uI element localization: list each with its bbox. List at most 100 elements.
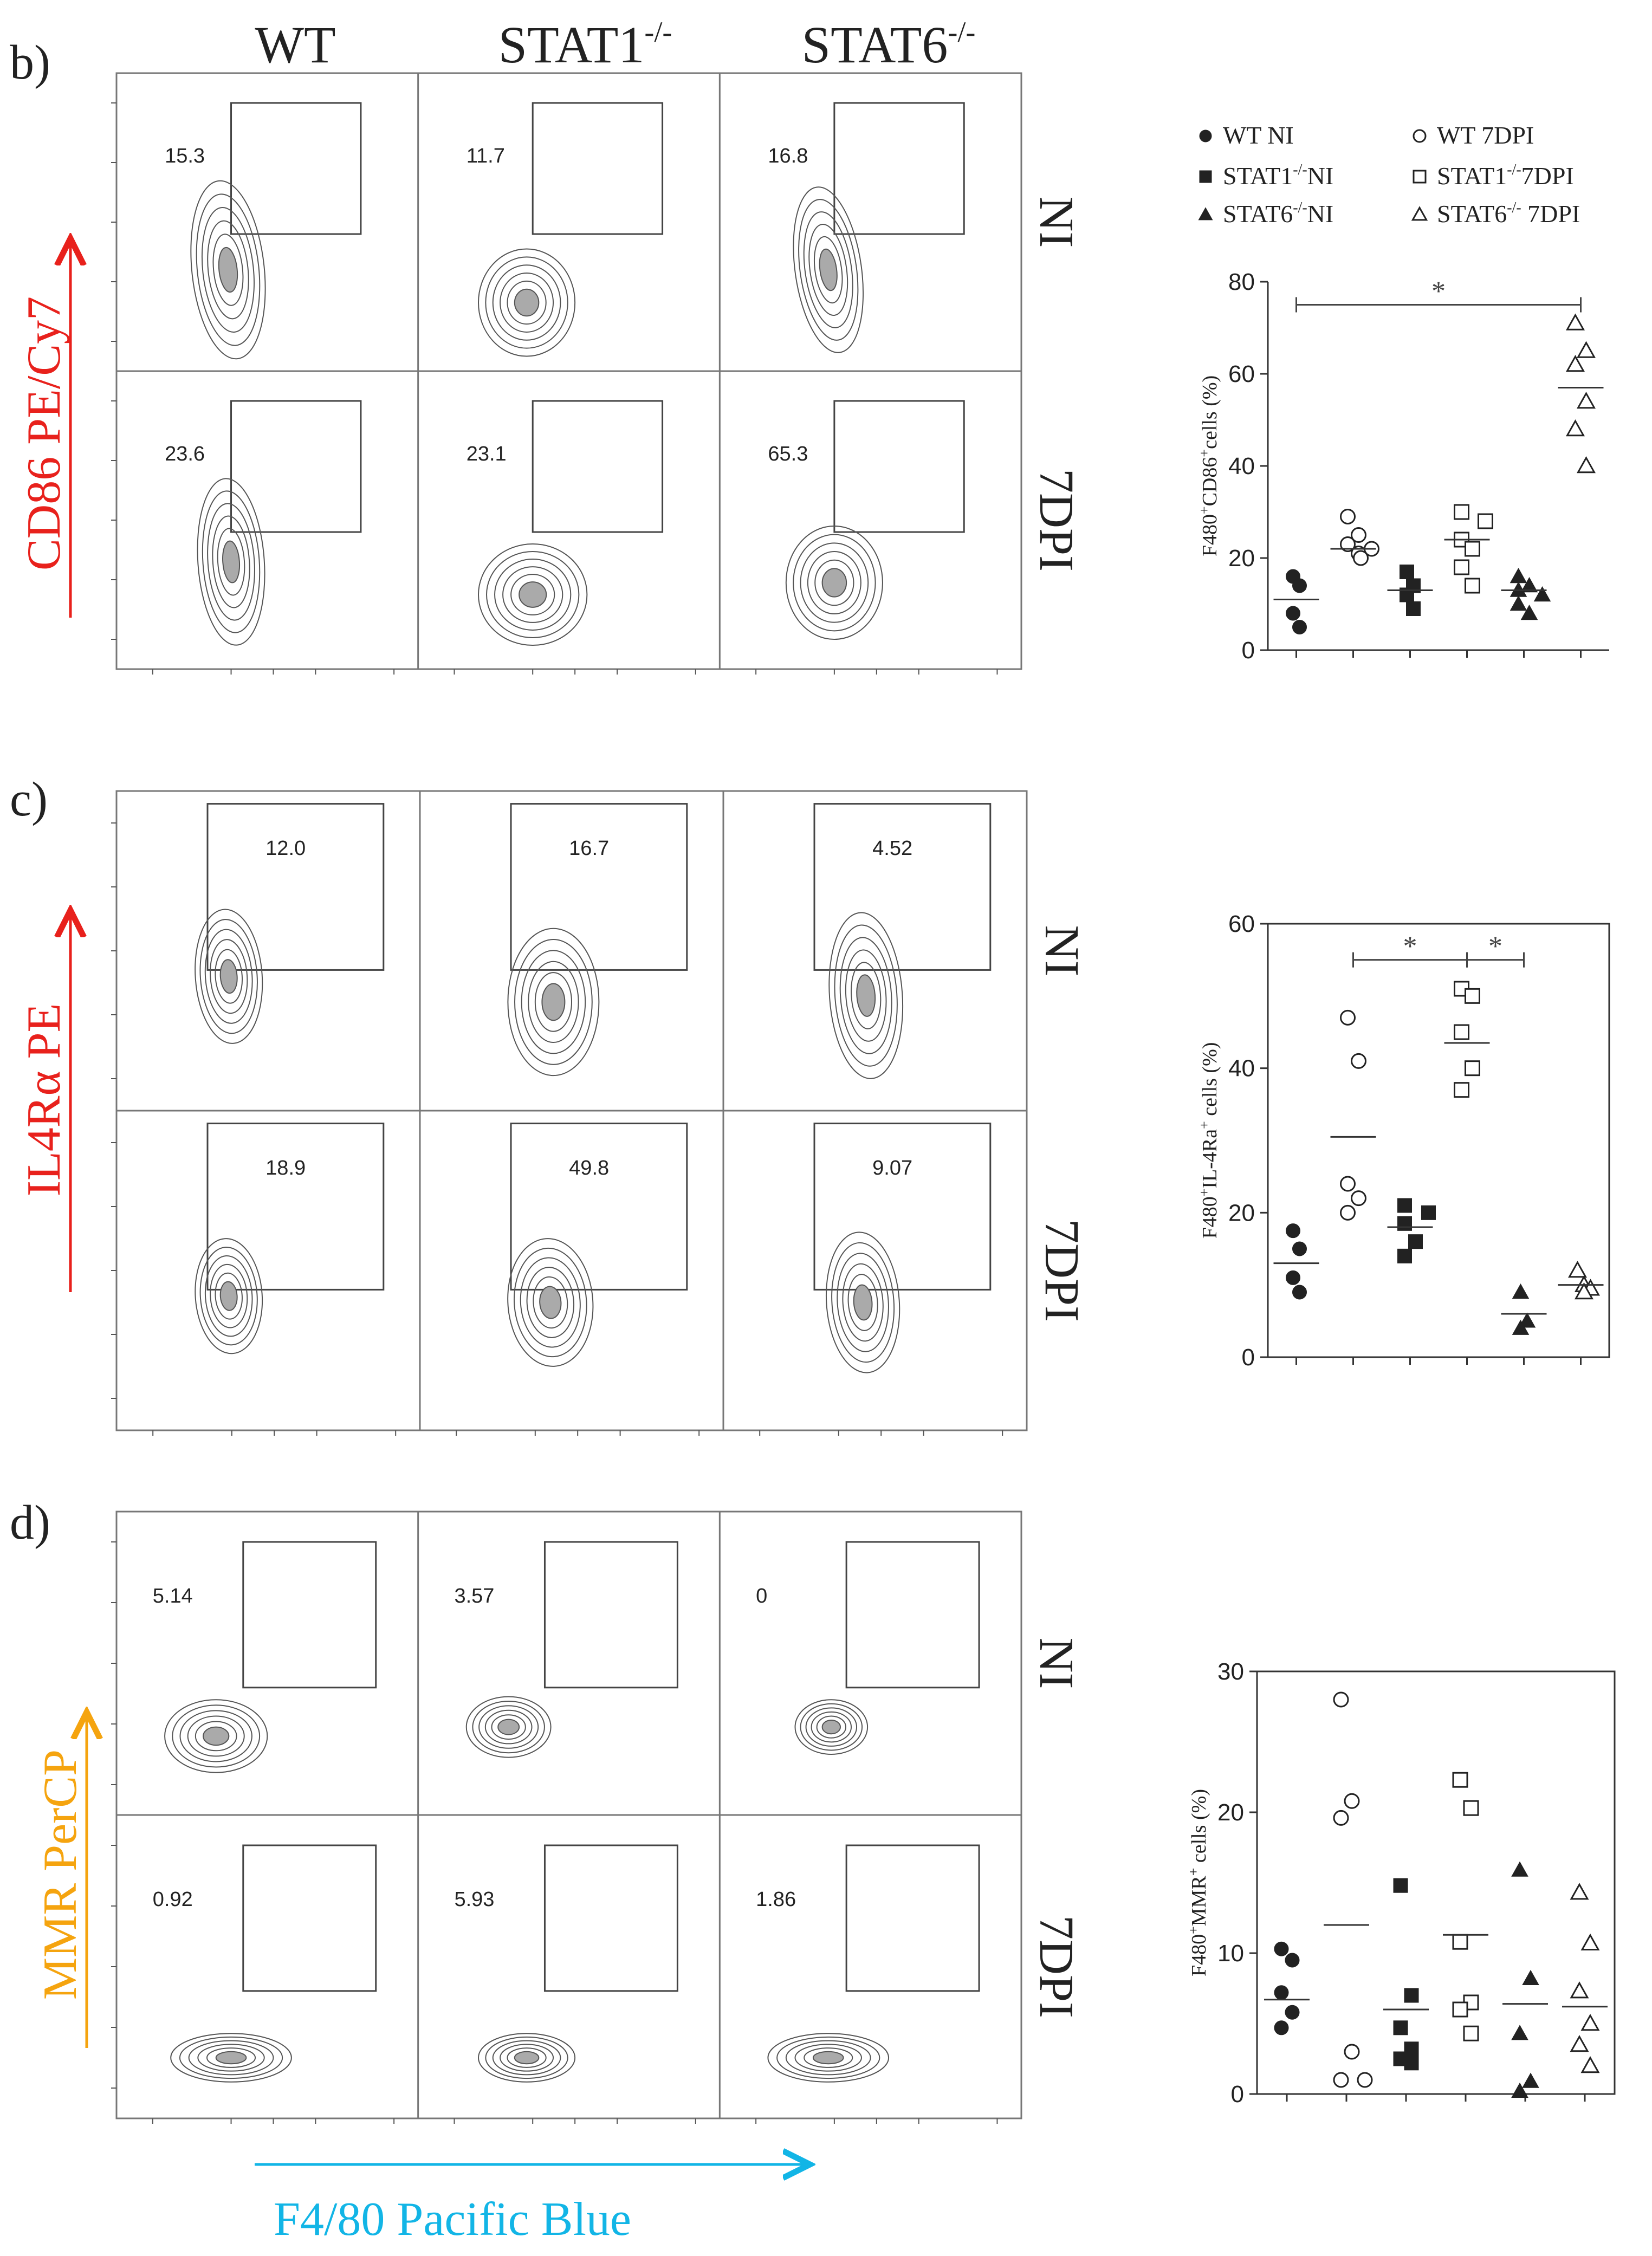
contour-ring (502, 566, 563, 623)
gate-box (813, 1123, 992, 1291)
data-point (1353, 550, 1369, 566)
data-point (1580, 1933, 1600, 1950)
gate-percentage: 3.57 (454, 1585, 494, 1607)
data-point (1567, 1260, 1588, 1278)
data-point (1351, 527, 1366, 543)
legend-marker (1199, 170, 1212, 183)
legend-label: STAT6-/-NI (1223, 199, 1333, 228)
y-axis-label: F480+MMR+ cells (%) (1185, 1789, 1210, 1976)
data-point (1465, 578, 1480, 594)
series-wt-7dpi (1324, 1691, 1373, 2088)
scatter-charts: 0 20 40 60 80 F480+CD86+cells (%) * 0 20 40 60 F480… (1185, 269, 1616, 2108)
flow-plot-7dpi-stat6: 65.3 (768, 400, 965, 640)
y-tick-label: 80 (1228, 269, 1255, 295)
legend-item: STAT1-/-7DPI (1413, 161, 1574, 190)
contour-ring (478, 543, 588, 646)
y-tick-label: 60 (1228, 911, 1255, 937)
flow-plot-ni-wt: 12.0 (195, 803, 385, 1044)
gate-box (230, 102, 362, 235)
data-point (1351, 1053, 1366, 1069)
contour-ring (207, 503, 255, 621)
data-point (1340, 536, 1356, 552)
data-point (1576, 391, 1596, 409)
contour-ring (219, 1281, 238, 1311)
panel-label-b: b) (10, 36, 50, 89)
contour-ring (539, 1286, 562, 1319)
series-stat1-ni (1387, 1198, 1436, 1263)
contour-ring (485, 2036, 568, 2079)
y-tick-label: 0 (1231, 2081, 1244, 2108)
gate-percentage: 0.92 (153, 1888, 193, 1911)
data-point (1286, 606, 1300, 621)
column-header-stat1: STAT1-/- (498, 16, 672, 74)
contour-ring (814, 559, 854, 606)
data-point (1340, 1204, 1356, 1221)
series-wt-ni (1273, 1223, 1319, 1300)
contour-ring (837, 1253, 889, 1352)
contour-ring (793, 534, 876, 632)
contour-ring (767, 2033, 890, 2083)
data-point (1574, 1282, 1594, 1300)
contour-ring (807, 551, 861, 614)
contour-ring (215, 2051, 247, 2065)
data-point (1518, 1312, 1536, 1328)
gate-box (206, 1123, 385, 1291)
flow-plot-ni-stat6: 16.8 (768, 102, 965, 353)
contour-ring (179, 2036, 283, 2079)
gate-percentage: 16.7 (569, 837, 609, 860)
data-point (1512, 1283, 1530, 1299)
contour-ring (794, 1699, 869, 1755)
data-point (1580, 2013, 1600, 2031)
contour-ring (510, 574, 555, 615)
significance-bracket: * (1466, 931, 1525, 968)
series-stat6-7dpi (1558, 313, 1604, 474)
contour-ring (521, 950, 586, 1054)
legend-label: STAT6-/- 7DPI (1437, 199, 1580, 228)
data-point (1463, 1800, 1479, 1816)
contour-ring (776, 2036, 880, 2079)
flow-plot-ni-stat1: 16.7 (507, 803, 688, 1077)
row-label-7dpi: 7DPI (1029, 1915, 1083, 2018)
series-stat6-ni (1501, 1283, 1547, 1335)
flow-plot-7dpi-wt: 0.92 (153, 1844, 377, 2083)
gate-percentage: 5.14 (153, 1585, 193, 1607)
flow-grid-d: 5.14 3.57 0 0.92 5.93 1.86 (111, 1511, 1022, 2124)
data-point (1565, 313, 1585, 330)
data-point (1397, 1216, 1412, 1231)
flow-plot-7dpi-wt: 23.6 (165, 400, 362, 646)
data-point (1344, 2044, 1360, 2060)
y-tick-label: 30 (1217, 1658, 1244, 1685)
contour-ring (828, 912, 904, 1079)
contour-ring (507, 928, 600, 1077)
flow-plot-ni-stat1: 11.7 (467, 102, 664, 357)
contour-ring (478, 248, 576, 357)
data-point (1576, 456, 1596, 474)
flow-cytometry-plots: 15.3 11.7 16.8 23.6 23.1 65.3 NI 7DPI 12.0 16.7 4.… (111, 72, 1089, 2124)
contour-ring (500, 273, 554, 333)
data-point (1465, 541, 1480, 557)
gate-box (833, 400, 965, 533)
contour-ring (172, 1704, 261, 1768)
contour-ring (201, 207, 255, 333)
data-point (1285, 2005, 1300, 2020)
data-point (1351, 1190, 1366, 1207)
cd86-axis-label: CD86 PE/Cy7 (18, 238, 70, 618)
contour-ring (514, 2051, 540, 2065)
data-point (1400, 565, 1414, 579)
contour-ring (785, 526, 883, 640)
data-point (1397, 1248, 1412, 1263)
data-point (1565, 419, 1585, 437)
data-point (1522, 1969, 1539, 1985)
contour-ring (805, 1707, 858, 1747)
gate-box (510, 803, 688, 971)
gate-percentage: 11.7 (467, 145, 505, 167)
y-tick-label: 40 (1228, 453, 1255, 479)
contour-ring (199, 1247, 258, 1346)
data-point (1454, 1024, 1469, 1040)
contour-ring (541, 983, 566, 1021)
gate-box (206, 803, 385, 971)
contour-ring (856, 974, 876, 1017)
contour-ring (492, 2040, 561, 2076)
data-point (1512, 1319, 1530, 1335)
row-label-ni: NI (1029, 1638, 1083, 1689)
